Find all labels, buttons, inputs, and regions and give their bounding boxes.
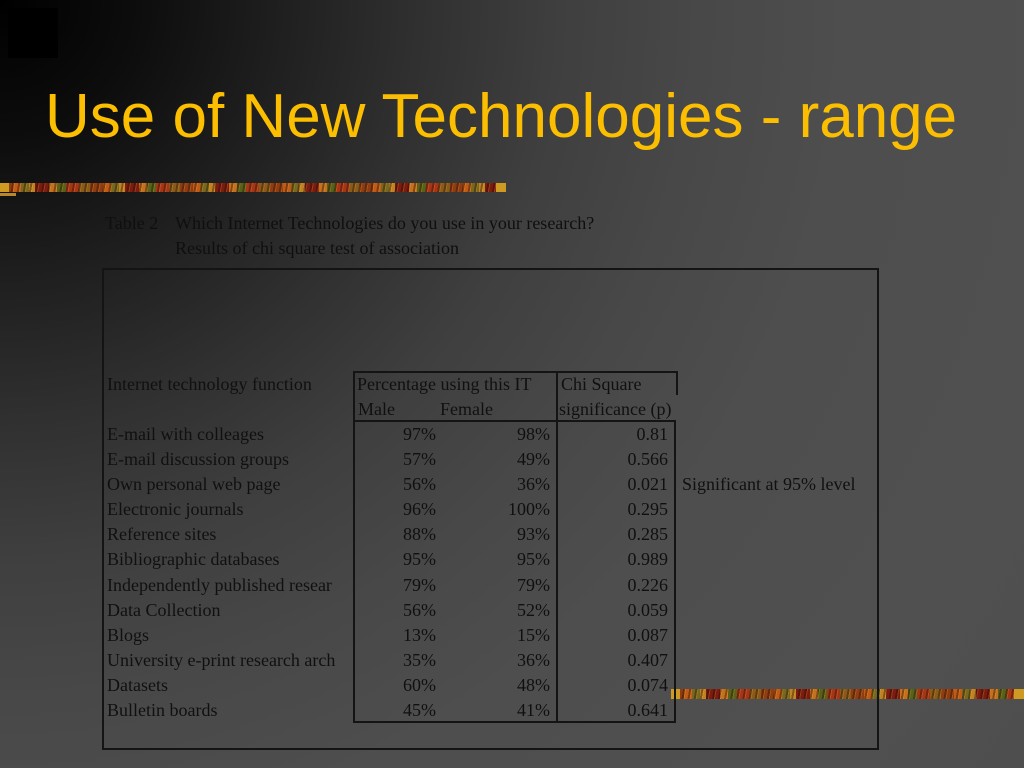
p-value: 0.407 xyxy=(627,649,669,670)
male-value: 96% xyxy=(403,499,436,520)
column-header-chi-square: Chi Square xyxy=(561,374,642,394)
autumn-divider-bar-bottom xyxy=(671,689,1024,699)
female-value: 36% xyxy=(517,474,550,495)
corner-decoration xyxy=(8,8,58,58)
female-value: 98% xyxy=(517,424,550,444)
p-value: 0.074 xyxy=(627,674,669,695)
p-value: 0.81 xyxy=(636,424,669,444)
table-body: E-mail with colleages 97% 98% 0.81 E-mail di… xyxy=(0,422,1024,723)
male-value: 79% xyxy=(403,574,436,595)
table-border-pct-chi-divider xyxy=(556,371,558,723)
caption-question: Which Internet Technologies do you use i… xyxy=(175,213,595,233)
female-value: 41% xyxy=(517,700,550,721)
p-value: 0.059 xyxy=(627,599,669,620)
gold-tick-decoration xyxy=(0,193,16,196)
p-value: 0.566 xyxy=(627,449,669,470)
table-row: Data Collection 56% 52% 0.059 xyxy=(0,598,1024,623)
male-value: 95% xyxy=(403,549,436,570)
autumn-divider-bar-top xyxy=(0,183,506,192)
table-border-chi-right xyxy=(674,422,676,723)
table-border-header-bottom xyxy=(353,420,676,422)
row-label: E-mail discussion groups xyxy=(107,449,289,470)
row-label: E-mail with colleages xyxy=(107,424,264,444)
row-label: Data Collection xyxy=(107,599,221,620)
p-value: 0.226 xyxy=(627,574,669,595)
column-header-significance: significance (p) xyxy=(559,399,672,419)
table-outer-border xyxy=(102,268,879,750)
p-value: 0.087 xyxy=(627,624,669,645)
female-value: 52% xyxy=(517,599,550,620)
male-value: 56% xyxy=(403,474,436,495)
male-value: 60% xyxy=(403,674,436,695)
table-row: Bibliographic databases 95% 95% 0.989 xyxy=(0,547,1024,572)
female-value: 49% xyxy=(517,449,550,470)
p-value: 0.021 xyxy=(627,474,669,495)
female-value: 93% xyxy=(517,524,550,545)
column-header-female: Female xyxy=(440,399,493,419)
male-value: 35% xyxy=(403,649,436,670)
row-label: Independently published resear xyxy=(107,574,332,595)
table-border-chi-right-top xyxy=(676,371,678,395)
table-row: Datasets 60% 48% 0.074 xyxy=(0,673,1024,698)
table-row: University e-print research arch 35% 36% 0.… xyxy=(0,648,1024,673)
female-value: 79% xyxy=(517,574,550,595)
row-label: Electronic journals xyxy=(107,499,244,520)
row-label: Bibliographic databases xyxy=(107,549,280,570)
table-border-header-top xyxy=(353,371,678,373)
row-label: Reference sites xyxy=(107,524,217,545)
significance-note: Significant at 95% level xyxy=(682,474,856,495)
column-header-function: Internet technology function xyxy=(107,374,312,394)
p-value: 0.285 xyxy=(627,524,669,545)
male-value: 13% xyxy=(403,624,436,645)
table-row: E-mail discussion groups 57% 49% 0.566 xyxy=(0,447,1024,472)
female-value: 36% xyxy=(517,649,550,670)
row-label: Blogs xyxy=(107,624,150,645)
caption-line-2: Results of chi square test of associatio… xyxy=(175,238,459,258)
table-row: Blogs 13% 15% 0.087 xyxy=(0,623,1024,648)
column-header-percentage-group: Percentage using this IT xyxy=(357,374,532,394)
table-row: Electronic journals 96% 100% 0.295 xyxy=(0,497,1024,522)
row-label: Datasets xyxy=(107,674,168,695)
male-value: 88% xyxy=(403,524,436,545)
caption-table-number: Table 2 xyxy=(105,213,159,233)
male-value: 56% xyxy=(403,599,436,620)
male-value: 45% xyxy=(403,700,436,721)
table-border-pct-left xyxy=(353,371,355,723)
table-row: Reference sites 88% 93% 0.285 xyxy=(0,522,1024,547)
p-value: 0.641 xyxy=(627,700,669,721)
female-value: 100% xyxy=(508,499,550,520)
p-value: 0.989 xyxy=(627,549,669,570)
female-value: 95% xyxy=(517,549,550,570)
row-label: Bulletin boards xyxy=(107,700,218,721)
p-value: 0.295 xyxy=(627,499,669,520)
row-label: University e-print research arch xyxy=(107,649,336,670)
table-row: E-mail with colleages 97% 98% 0.81 xyxy=(0,422,1024,447)
table-row: Bulletin boards 45% 41% 0.641 xyxy=(0,698,1024,723)
table-caption: Table 2 Which Internet Technologies do y… xyxy=(105,211,594,261)
table-border-box-bottom xyxy=(353,721,676,723)
row-label: Own personal web page xyxy=(107,474,281,495)
table-row: Independently published resear 79% 79% 0.22… xyxy=(0,573,1024,598)
slide-title: Use of New Technologies - range xyxy=(45,82,958,151)
male-value: 57% xyxy=(403,449,436,470)
female-value: 48% xyxy=(517,674,550,695)
caption-line-1: Table 2 Which Internet Technologies do y… xyxy=(105,211,594,236)
table-row: Own personal web page 56% 36% 0.021 Signific… xyxy=(0,472,1024,497)
male-value: 97% xyxy=(403,424,436,444)
female-value: 15% xyxy=(517,624,550,645)
column-header-male: Male xyxy=(358,399,395,419)
